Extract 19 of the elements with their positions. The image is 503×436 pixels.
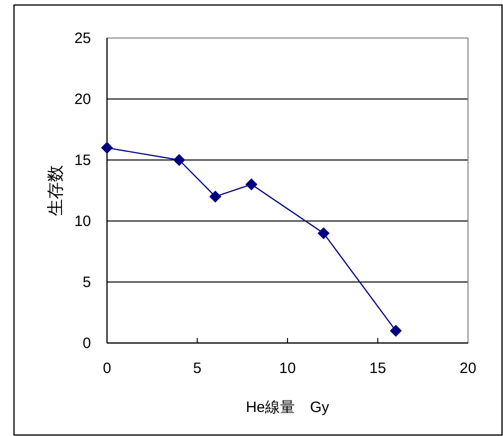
point	[209, 190, 222, 203]
x-tick-label: 10	[279, 360, 296, 377]
x-tick-label: 5	[193, 360, 202, 377]
x-tick-label: 20	[460, 360, 476, 377]
y-tick-label: 5	[82, 274, 91, 291]
y-axis-title: 生存数	[46, 165, 65, 216]
point	[101, 142, 113, 154]
x-tick-label: 15	[369, 360, 386, 377]
y-tick-label: 15	[74, 152, 91, 169]
point	[173, 154, 186, 166]
y-tick-label: 10	[74, 213, 91, 230]
y-tick-label: 0	[82, 335, 91, 352]
point	[318, 227, 330, 240]
y-tick-label: 20	[74, 91, 91, 108]
x-tick-label: 0	[102, 360, 112, 377]
x-axis-title: He線量 Gy	[246, 399, 330, 416]
point	[390, 324, 402, 337]
y-tick-label: 25	[74, 30, 91, 47]
point	[245, 178, 258, 190]
